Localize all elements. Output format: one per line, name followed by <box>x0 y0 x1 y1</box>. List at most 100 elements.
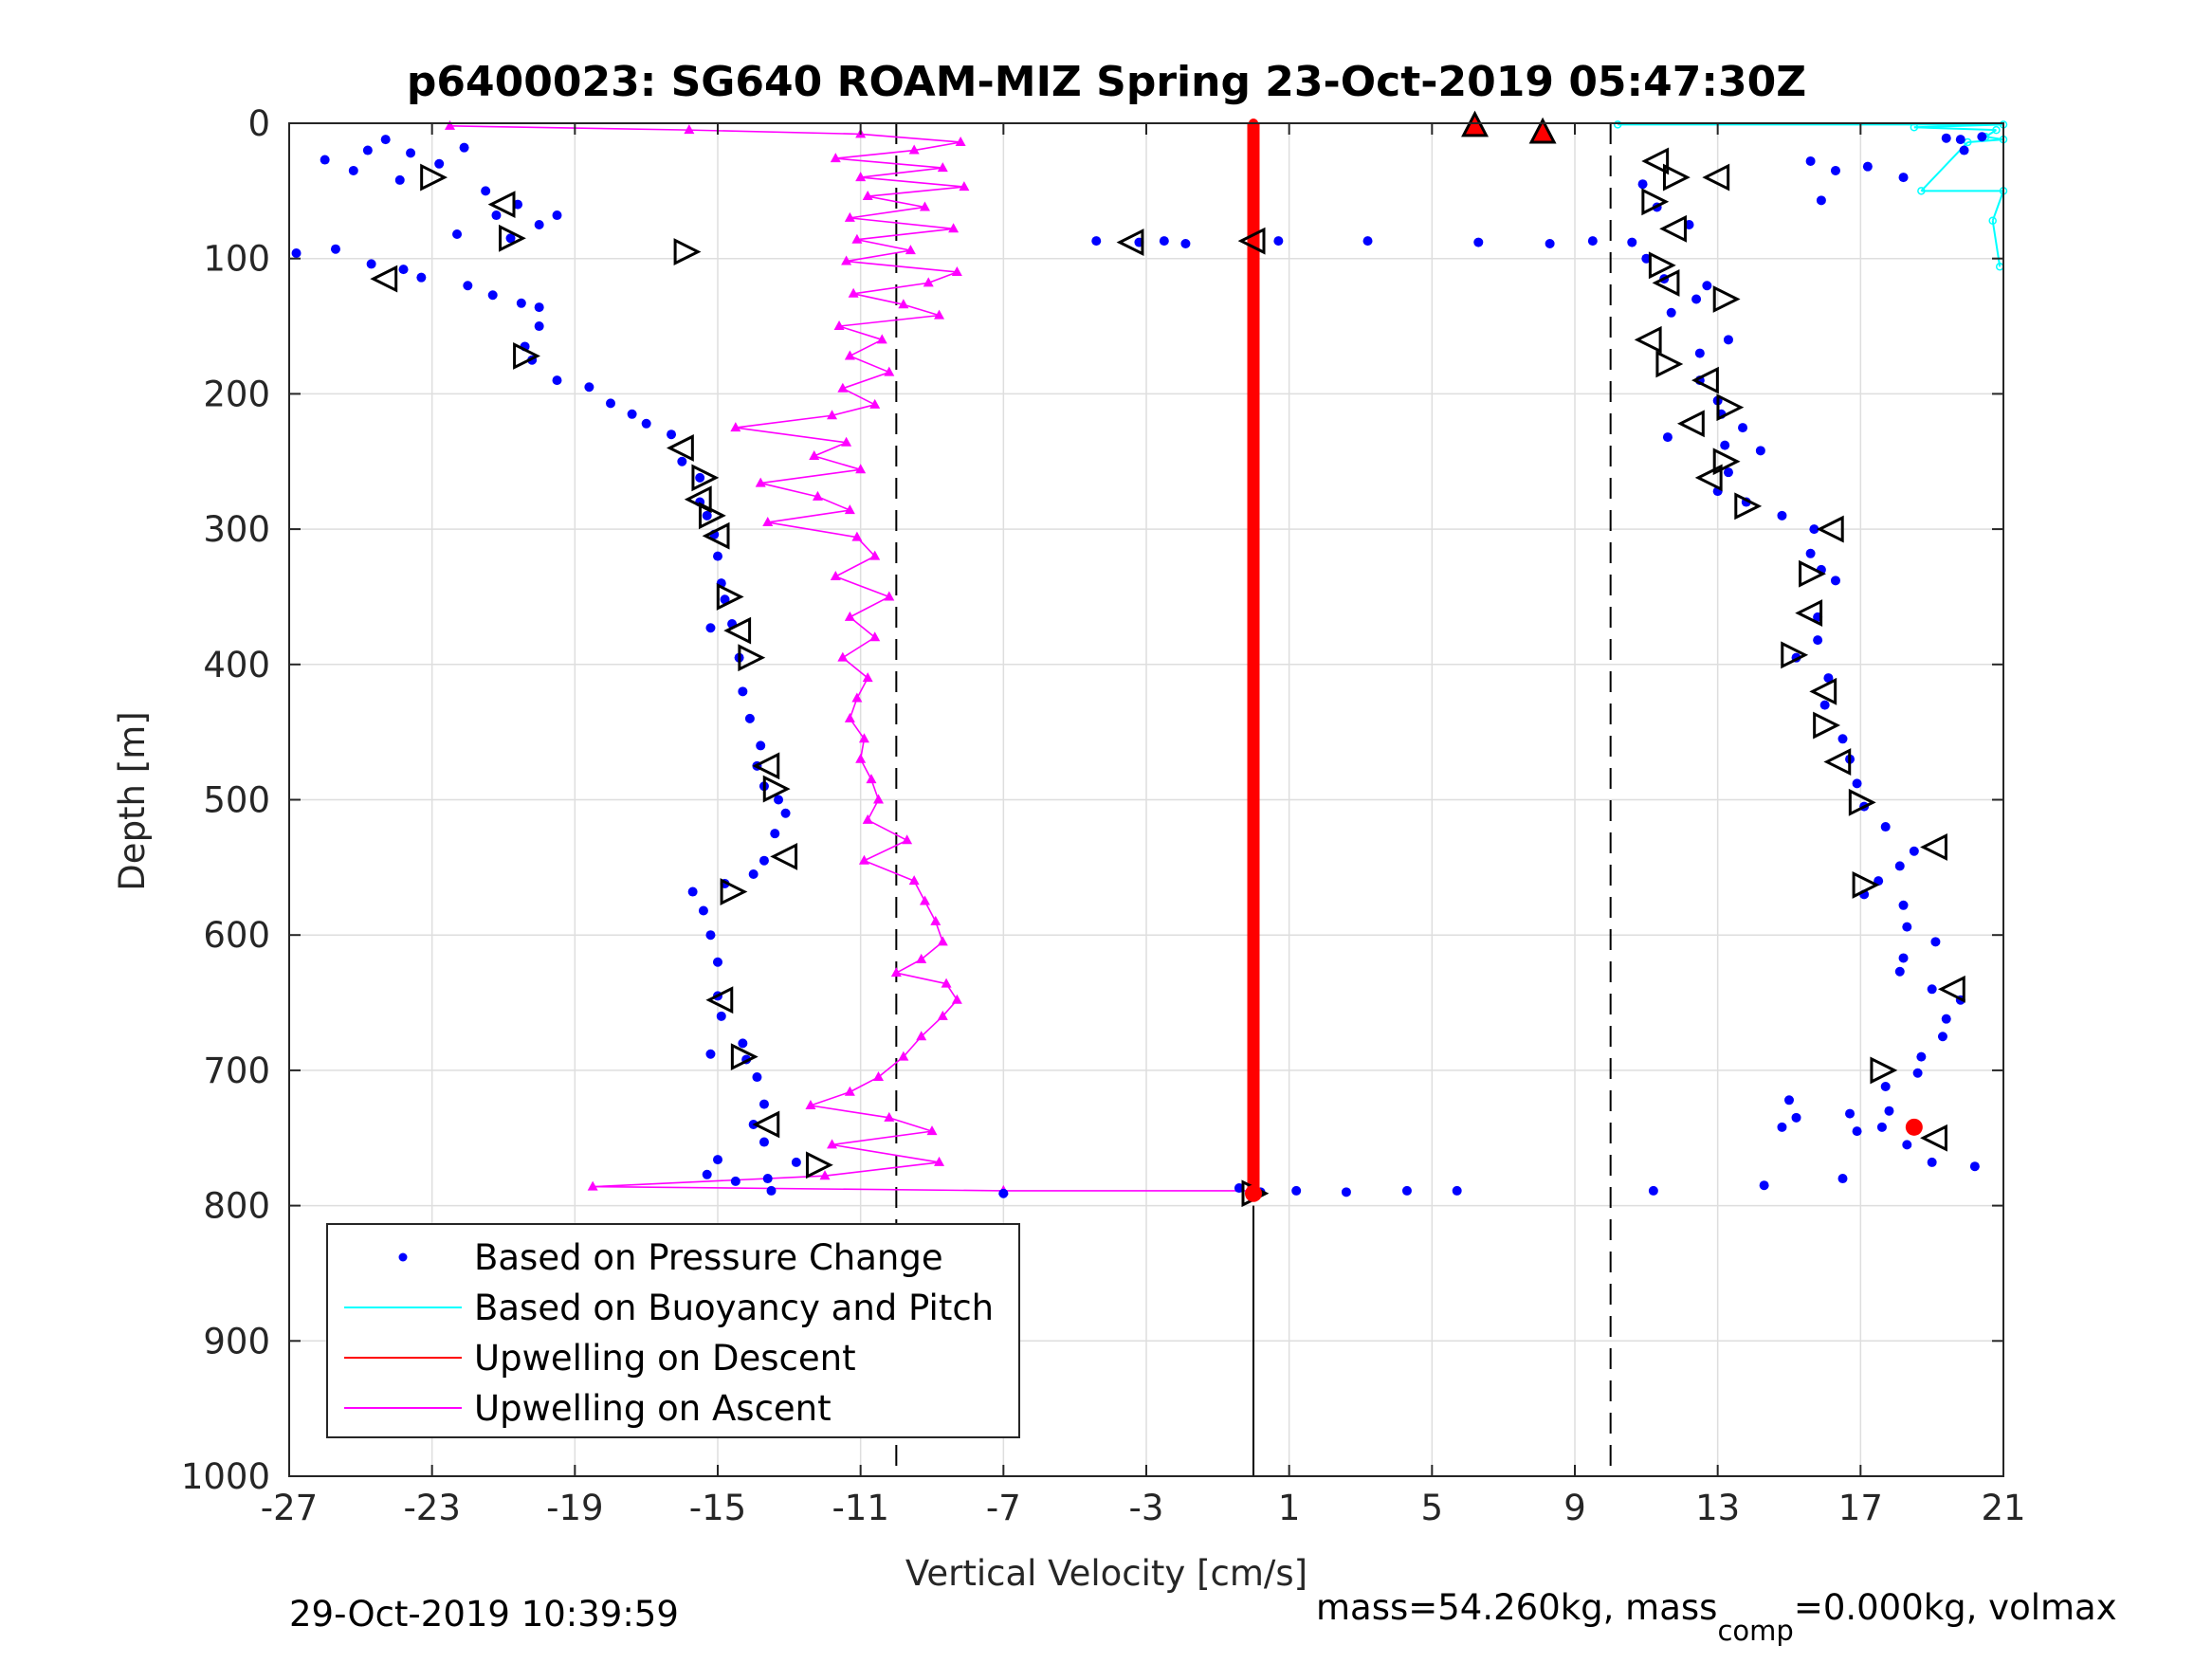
pressure-point <box>1898 953 1909 963</box>
pressure-point <box>1845 1108 1856 1119</box>
pressure-point <box>362 145 373 155</box>
direction-marker <box>1662 163 1691 192</box>
pressure-point <box>606 398 615 409</box>
pressure-point <box>1637 179 1648 190</box>
pressure-point <box>752 1072 762 1083</box>
pressure-point <box>534 220 544 230</box>
pressure-point <box>627 409 637 419</box>
footer-mass-info: mass=54.260kg, masscomp=0.000kg, volmax <box>1316 1587 2117 1647</box>
ascent-segment <box>850 355 890 374</box>
pressure-point <box>552 210 562 221</box>
ascent-segment <box>927 271 958 284</box>
descent-point <box>1249 930 1258 941</box>
pressure-point <box>1291 1185 1302 1196</box>
ascent-point <box>955 136 966 146</box>
legend-label: Upwelling on Ascent <box>474 1388 832 1429</box>
ascent-point <box>844 211 855 222</box>
pressure-point <box>1791 1112 1801 1123</box>
pressure-point <box>1809 524 1819 535</box>
apogee-marker <box>1528 117 1557 144</box>
direction-marker <box>1823 748 1852 776</box>
descent-point <box>1249 253 1258 264</box>
pressure-point <box>1912 1068 1923 1078</box>
pressure-point <box>552 375 562 386</box>
ascent-segment <box>888 1117 933 1132</box>
ascent-segment <box>842 387 876 406</box>
ascent-segment <box>832 1143 940 1163</box>
ascent-segment <box>824 1161 940 1178</box>
pressure-point <box>1837 734 1848 744</box>
pressure-point <box>641 418 651 429</box>
pressure-point <box>759 1137 769 1147</box>
x-tick-label: -23 <box>403 1488 460 1528</box>
ascent-point <box>827 410 838 420</box>
direction-marker <box>1920 1124 1947 1152</box>
pressure-point <box>713 1155 722 1165</box>
pressure-point <box>1805 155 1816 166</box>
ascent-point <box>934 1156 945 1166</box>
pressure-point <box>1784 1095 1794 1106</box>
y-tick-label: 600 <box>203 915 270 956</box>
pressure-point <box>366 259 376 269</box>
ascent-point <box>908 875 920 886</box>
direction-marker <box>730 1043 759 1071</box>
pressure-point <box>348 165 358 175</box>
chart-title: p6400023: SG640 ROAM-MIZ Spring 23-Oct-2… <box>407 58 1806 106</box>
direction-marker <box>499 224 526 252</box>
direction-marker <box>698 502 726 530</box>
direction-marker <box>1799 559 1826 588</box>
pressure-point <box>1723 467 1733 478</box>
pressure-point <box>398 265 409 275</box>
pressure-point <box>713 957 722 967</box>
direction-marker <box>1920 833 1947 861</box>
ascent-point <box>830 571 841 581</box>
ascent-point <box>919 201 930 211</box>
direction-marker <box>1712 285 1741 313</box>
legend-label: Based on Buoyancy and Pitch <box>474 1288 994 1328</box>
pressure-point <box>1587 236 1598 247</box>
pressure-point <box>1813 635 1823 646</box>
pressure-point <box>1662 432 1673 443</box>
pressure-point <box>1959 145 1969 155</box>
ascent-segment <box>842 371 890 390</box>
ascent-point <box>851 531 863 541</box>
ascent-point <box>851 233 863 244</box>
footer-mass-sub: comp <box>1717 1615 1793 1647</box>
direction-marker <box>752 1110 780 1139</box>
ascent-point <box>902 834 913 845</box>
pressure-point <box>1723 335 1733 345</box>
pressure-point <box>1884 1106 1894 1116</box>
pressure-point <box>1830 576 1840 586</box>
direction-marker <box>1655 350 1684 378</box>
ascent-segment <box>914 141 961 152</box>
ascent-point <box>855 753 867 763</box>
direction-marker <box>513 342 540 370</box>
pressure-point <box>1341 1187 1351 1197</box>
ascent-point <box>730 422 741 432</box>
pressure-point <box>716 1011 726 1021</box>
pressure-point <box>791 1157 801 1167</box>
ascent-segment <box>842 636 876 659</box>
y-tick-label: 1000 <box>181 1456 270 1497</box>
ascent-segment <box>850 217 954 230</box>
ascent-segment <box>814 442 847 457</box>
pressure-point <box>459 142 469 153</box>
ascent-point <box>837 382 849 393</box>
pressure-point <box>516 298 526 308</box>
reference-lines <box>895 123 1612 1476</box>
pressure-point <box>434 158 445 169</box>
pressure-point <box>406 148 416 158</box>
pressure-point <box>702 510 712 521</box>
pressure-point <box>1702 281 1712 291</box>
pressure-point <box>1876 1122 1887 1132</box>
ascent-segment <box>767 509 850 523</box>
ascent-point <box>923 277 934 287</box>
direction-marker <box>1716 393 1745 422</box>
direction-marker <box>1781 641 1809 669</box>
pressure-point <box>487 290 498 301</box>
ascent-point <box>830 153 841 163</box>
descent-point <box>1249 795 1258 805</box>
pressure-point <box>1927 984 1937 995</box>
ascent-segment <box>835 576 890 598</box>
ascent-point <box>951 994 962 1004</box>
